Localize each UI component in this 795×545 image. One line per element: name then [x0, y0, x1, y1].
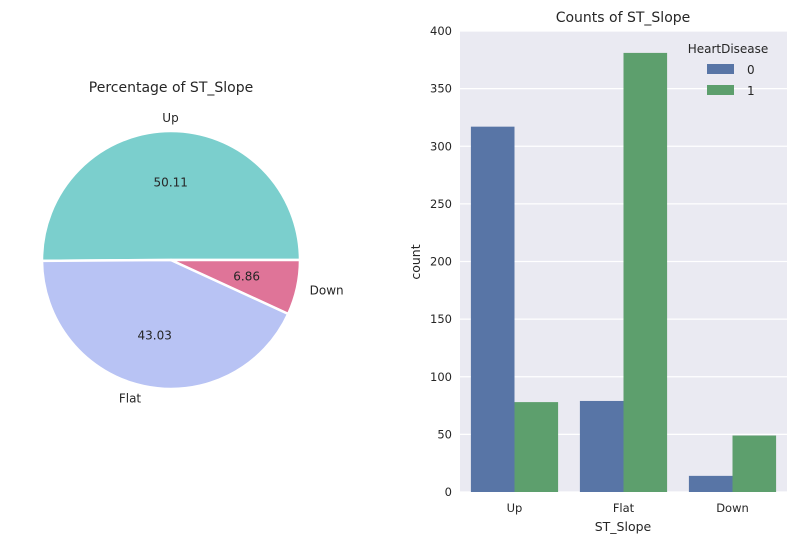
- legend-label-1: 1: [747, 84, 755, 98]
- pie-title: Percentage of ST_Slope: [89, 80, 253, 96]
- y-tick-label: 400: [430, 24, 452, 38]
- pie-value-up: 50.11: [154, 176, 188, 190]
- pie-chart: Percentage of ST_Slope Up 50.11 Flat 43.03 D…: [40, 80, 344, 406]
- bar-down-series-0: [688, 475, 733, 492]
- pie-slice-down: [169, 258, 302, 316]
- pie-label-flat: Flat: [119, 392, 142, 406]
- y-tick-label: 250: [430, 197, 452, 211]
- legend-title: HeartDisease: [688, 42, 769, 56]
- bar-up-series-1: [514, 402, 559, 492]
- legend-label-0: 0: [747, 63, 755, 77]
- x-tick-label: Flat: [613, 501, 635, 515]
- bar-title: Counts of ST_Slope: [556, 10, 691, 26]
- bar-flat-series-0: [579, 400, 624, 492]
- y-tick-label: 150: [430, 312, 452, 326]
- y-tick-label: 50: [437, 427, 452, 441]
- x-tick-label: Down: [716, 501, 749, 515]
- legend: HeartDisease 0 1: [688, 42, 769, 98]
- y-axis-label: count: [408, 244, 423, 279]
- pie-slice-flat: [40, 258, 290, 391]
- y-tick-label: 0: [445, 485, 452, 499]
- x-axis-label: ST_Slope: [595, 519, 652, 534]
- legend-swatch-0: [707, 64, 734, 74]
- pie-label-up: Up: [162, 111, 178, 125]
- legend-swatch-1: [707, 85, 734, 95]
- bar-flat-series-1: [623, 52, 668, 493]
- pie-label-down: Down: [310, 283, 344, 297]
- y-tick-label: 100: [430, 370, 452, 384]
- y-tick-label: 350: [430, 82, 452, 96]
- bar-up-series-0: [470, 126, 515, 492]
- pie-value-down: 6.86: [233, 270, 260, 284]
- y-tick-label: 200: [430, 255, 452, 269]
- pie-value-flat: 43.03: [138, 329, 172, 343]
- x-tick-label: Up: [507, 501, 523, 515]
- pie-slice-up: [40, 129, 302, 263]
- bar-down-series-1: [732, 435, 777, 492]
- y-tick-label: 300: [430, 139, 452, 153]
